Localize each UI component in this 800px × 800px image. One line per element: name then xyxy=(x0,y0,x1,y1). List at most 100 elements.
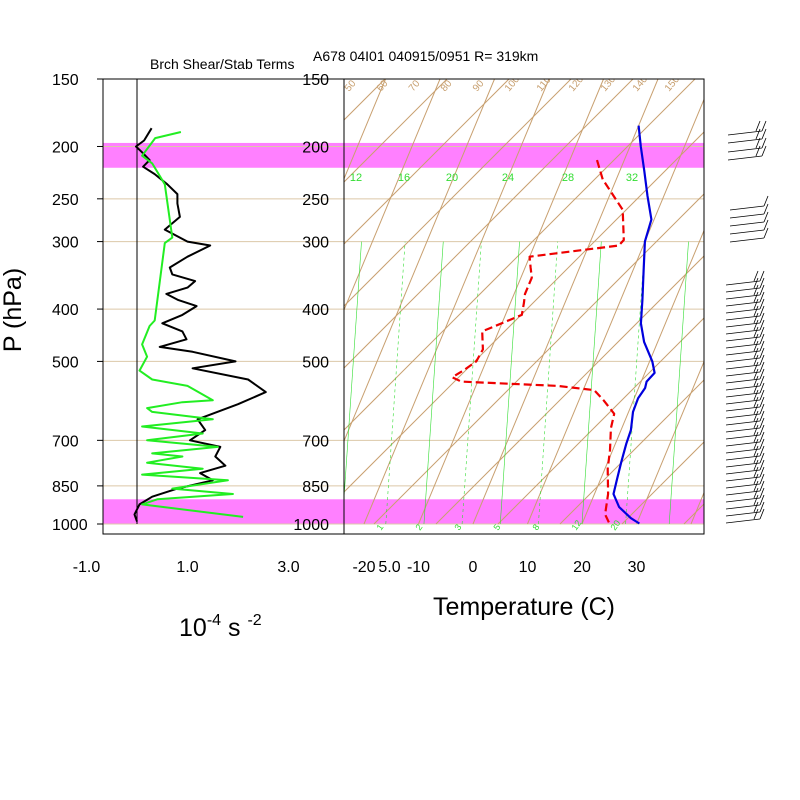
wind-barb-flag xyxy=(763,203,769,215)
right-y-tick-label: 300 xyxy=(302,235,329,252)
wind-barb-flag xyxy=(753,291,759,303)
wind-barb xyxy=(725,319,765,335)
wind-barb-staff xyxy=(725,483,761,489)
wind-barb xyxy=(725,410,765,426)
adiabat-line xyxy=(373,193,704,525)
wind-barb xyxy=(725,487,765,503)
mixing-ratio-line xyxy=(538,241,559,525)
left-y-tick-label: 200 xyxy=(52,139,79,156)
left-x-label-exp1: -4 xyxy=(207,612,221,629)
right-y-tick-label: 1000 xyxy=(293,517,329,534)
wind-barb-staff xyxy=(725,490,761,496)
wind-barb-flag xyxy=(759,417,765,429)
left-x-label-exp2: -2 xyxy=(247,612,261,629)
wind-barb-flag xyxy=(759,326,765,338)
left-y-tick-label: 250 xyxy=(52,192,79,209)
wind-barb-flag xyxy=(753,340,759,352)
wind-barb-flag xyxy=(755,145,761,157)
wind-barb-flag xyxy=(753,375,759,387)
wind-barb-flag xyxy=(759,403,765,415)
adiabat-line xyxy=(344,131,704,493)
wind-barb-flag xyxy=(753,445,759,457)
wind-barb xyxy=(727,120,767,136)
wind-barb xyxy=(725,340,765,356)
wind-barb-flag xyxy=(759,298,765,310)
wind-barb xyxy=(725,438,765,454)
wind-barb-staff xyxy=(725,476,761,482)
wind-barb-staff xyxy=(725,343,761,349)
left-y-tick-label: 400 xyxy=(52,302,79,319)
mixing-ratio-label: 5 xyxy=(491,522,502,532)
adiabat-line xyxy=(344,79,448,183)
wind-barb-flag xyxy=(753,431,759,443)
right-panel-curves xyxy=(451,125,656,525)
wind-barb-staff xyxy=(725,504,761,510)
wind-barb-staff xyxy=(725,329,761,335)
wind-barb-staff xyxy=(727,147,763,153)
wind-barb xyxy=(725,277,765,293)
wind-barb-flag xyxy=(759,277,765,289)
wind-barb xyxy=(725,431,765,447)
wind-barb-flag xyxy=(753,459,759,471)
wind-barb-flag xyxy=(759,466,765,478)
adiabat-line xyxy=(0,24,254,524)
wind-barb xyxy=(725,291,765,307)
mixing-ratio-label: 12 xyxy=(569,518,583,532)
left-y-tick-label: 700 xyxy=(52,433,79,450)
adiabat-label: 90 xyxy=(471,78,487,94)
wind-barb xyxy=(729,211,769,227)
wind-barb-flag xyxy=(753,277,759,289)
mixing-ratio-line xyxy=(499,241,520,525)
left-panel-title: Brch Shear/Stab Terms xyxy=(150,56,294,72)
wind-barb-staff xyxy=(725,301,761,307)
wind-barb-flag xyxy=(761,137,767,149)
isotherm-line xyxy=(581,229,704,525)
adiabat-line xyxy=(559,379,704,525)
isotherm-label: 28 xyxy=(562,172,574,184)
wind-barb-staff xyxy=(725,462,761,468)
right-x-tick-label: 0 xyxy=(469,559,478,576)
right-y-tick-label: 850 xyxy=(302,479,329,496)
wind-barb-staff xyxy=(729,205,765,211)
wind-barb-flag xyxy=(753,403,759,415)
wind-barb-flag xyxy=(759,361,765,373)
wind-barb xyxy=(729,203,769,219)
wind-barb-flag xyxy=(759,410,765,422)
wind-barb xyxy=(725,326,765,342)
right-y-tick-label: 400 xyxy=(302,302,329,319)
wind-barb xyxy=(725,424,765,440)
wind-barb-flag xyxy=(759,508,765,520)
isotherm-label: 32 xyxy=(626,172,638,184)
isotherm-line xyxy=(344,79,441,312)
wind-barb-flag xyxy=(753,326,759,338)
wind-barb xyxy=(725,466,765,482)
wind-barb-staff xyxy=(725,357,761,363)
mixing-ratio-label: 8 xyxy=(530,522,541,532)
mixing-ratio-line xyxy=(385,241,406,525)
wind-barb-flag xyxy=(759,431,765,443)
adiabat-line xyxy=(344,79,510,245)
wind-barb-flag xyxy=(761,120,767,132)
left-x-tick-label: 5.0 xyxy=(378,559,400,576)
isotherm-label: 12 xyxy=(350,172,362,184)
wind-barb-flag xyxy=(753,424,759,436)
y-axis-label: P (hPa) xyxy=(0,268,27,352)
right-y-tick-label: 500 xyxy=(302,354,329,371)
main-title: A678 04I01 040915/0951 R= 319km xyxy=(313,48,538,64)
temperature-curve xyxy=(451,159,625,524)
wind-barb-staff xyxy=(725,336,761,342)
wind-barb-flag xyxy=(763,195,769,207)
wind-barb-flag xyxy=(759,319,765,331)
wind-barb xyxy=(729,227,769,243)
wind-barb-flag xyxy=(759,284,765,296)
wind-barb-staff xyxy=(725,427,761,433)
wind-barb-staff xyxy=(725,350,761,356)
wind-barb-staff xyxy=(725,315,761,321)
wind-barb-flag xyxy=(763,219,769,231)
left-x-tick-label: 1.0 xyxy=(176,559,198,576)
wind-barb-flag xyxy=(753,480,759,492)
adiabat-label: 110 xyxy=(535,74,554,94)
mixing-ratio-line xyxy=(461,241,482,525)
adiabat-label: 140 xyxy=(631,74,650,94)
